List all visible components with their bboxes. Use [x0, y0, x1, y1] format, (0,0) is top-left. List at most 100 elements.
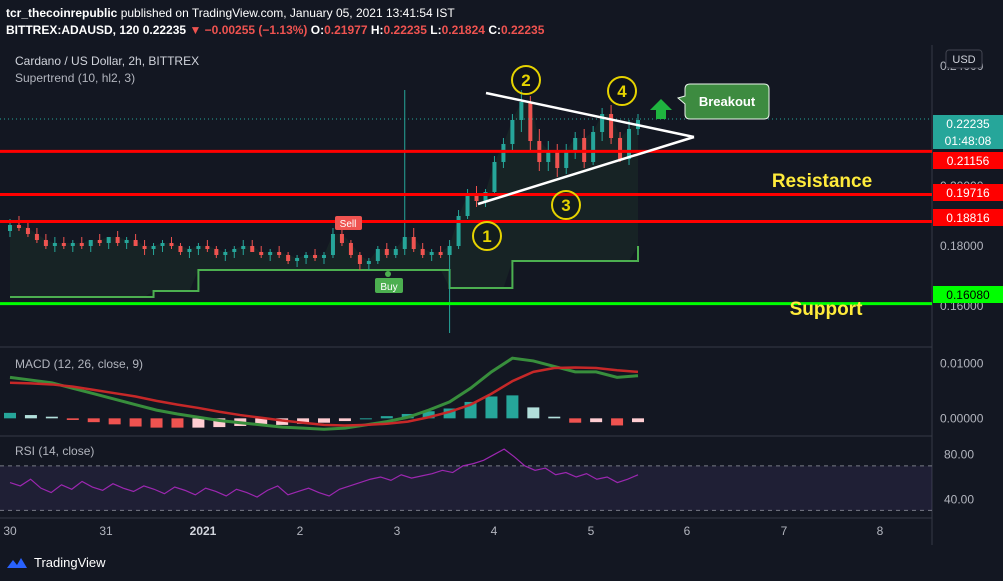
candle[interactable]: [268, 249, 273, 261]
candle[interactable]: [259, 246, 264, 258]
candle[interactable]: [600, 108, 605, 141]
breakout-annotation[interactable]: Breakout: [650, 83, 770, 120]
publisher-name[interactable]: tcr_thecoinrepublic: [6, 6, 118, 20]
supertrend-line[interactable]: [10, 246, 639, 298]
candle[interactable]: [322, 252, 326, 264]
marker-circle-2[interactable]: [511, 65, 541, 95]
candle[interactable]: [115, 231, 120, 246]
candle[interactable]: [573, 132, 578, 159]
candle[interactable]: [591, 126, 596, 165]
candle-body: [483, 192, 488, 201]
candle[interactable]: [402, 90, 407, 255]
candle[interactable]: [187, 246, 192, 258]
candle[interactable]: [178, 243, 183, 255]
candle[interactable]: [492, 156, 497, 195]
footer-brand[interactable]: TradingView: [6, 555, 106, 570]
candle[interactable]: [510, 114, 515, 150]
candle[interactable]: [160, 240, 165, 252]
candle[interactable]: [16, 216, 21, 231]
candle[interactable]: [564, 144, 569, 174]
candle-body: [348, 243, 353, 255]
candle[interactable]: [393, 246, 398, 258]
candle[interactable]: [25, 222, 30, 237]
candle[interactable]: [304, 252, 309, 264]
candle[interactable]: [169, 237, 174, 249]
candle[interactable]: [546, 141, 551, 171]
supertrend-legend[interactable]: Supertrend (10, hl2, 3): [15, 71, 136, 85]
breakout-callout[interactable]: [676, 83, 770, 120]
candle[interactable]: [151, 243, 156, 255]
macd-histogram-bar: [297, 418, 310, 424]
triangle-lower-line[interactable]: [477, 135, 695, 206]
candle[interactable]: [70, 240, 75, 252]
candle[interactable]: [196, 243, 201, 255]
buy-signal[interactable]: Buy: [375, 271, 403, 293]
candle[interactable]: [106, 237, 111, 249]
candle[interactable]: [420, 243, 425, 258]
candle[interactable]: [357, 252, 362, 270]
tradingview-logo-icon: [7, 557, 27, 568]
candle[interactable]: [618, 132, 623, 162]
candle[interactable]: [250, 240, 255, 252]
candle[interactable]: [133, 234, 138, 246]
candle[interactable]: [447, 240, 452, 333]
candle[interactable]: [232, 246, 237, 258]
candle[interactable]: [277, 246, 282, 258]
candle[interactable]: [286, 252, 291, 264]
candle[interactable]: [411, 228, 416, 252]
candle[interactable]: [214, 246, 219, 258]
candle[interactable]: [501, 138, 506, 168]
candle-body: [43, 240, 48, 246]
candle[interactable]: [339, 228, 344, 246]
macd-signal-line[interactable]: [9, 366, 639, 427]
rsi-legend[interactable]: RSI (14, close): [15, 444, 95, 458]
candle[interactable]: [61, 237, 66, 249]
candle[interactable]: [295, 255, 300, 267]
candle-body: [420, 249, 425, 255]
candle[interactable]: [483, 189, 488, 207]
time-tick-label: 30: [3, 524, 17, 538]
candle[interactable]: [88, 240, 93, 252]
candle[interactable]: [330, 228, 335, 258]
candle[interactable]: [97, 234, 102, 246]
candle[interactable]: [384, 243, 389, 258]
triangle-upper-line[interactable]: [485, 91, 695, 139]
candle[interactable]: [79, 237, 84, 249]
candle[interactable]: [52, 237, 57, 252]
candle[interactable]: [241, 240, 246, 255]
candle[interactable]: [142, 240, 147, 255]
macd-legend[interactable]: MACD (12, 26, close, 9): [15, 357, 144, 371]
candle[interactable]: [223, 249, 228, 261]
candle[interactable]: [429, 249, 434, 261]
candle-body: [79, 243, 84, 246]
candle[interactable]: [555, 144, 560, 177]
candle[interactable]: [375, 246, 380, 264]
candle[interactable]: [474, 186, 479, 207]
rsi-line[interactable]: [9, 448, 639, 498]
marker-circle-4[interactable]: [607, 76, 637, 106]
buy-badge[interactable]: [375, 278, 403, 293]
candle[interactable]: [366, 258, 371, 270]
candle[interactable]: [313, 249, 318, 261]
sell-signal[interactable]: Sell: [335, 216, 362, 230]
marker-circle-3[interactable]: [551, 190, 581, 220]
candle[interactable]: [205, 240, 210, 252]
ohlc-line: BITTREX:ADAUSD, 120 0.22235 ▼ −0.00255 (…: [6, 23, 544, 37]
macd-line[interactable]: [9, 356, 639, 431]
candle-body: [52, 243, 57, 246]
sell-badge[interactable]: [335, 216, 362, 230]
publish-line: tcr_thecoinrepublic published on Trading…: [6, 6, 455, 20]
triangle-pattern[interactable]: [477, 91, 695, 206]
candle[interactable]: [124, 237, 129, 249]
currency-box[interactable]: [945, 49, 983, 69]
marker-circle-1[interactable]: [472, 221, 502, 251]
candle[interactable]: [528, 96, 533, 150]
candle[interactable]: [348, 240, 353, 258]
candle[interactable]: [34, 228, 39, 243]
candle[interactable]: [519, 90, 524, 132]
candle[interactable]: [43, 234, 48, 249]
candle[interactable]: [456, 210, 461, 249]
candle[interactable]: [609, 105, 614, 144]
candle[interactable]: [438, 246, 443, 258]
